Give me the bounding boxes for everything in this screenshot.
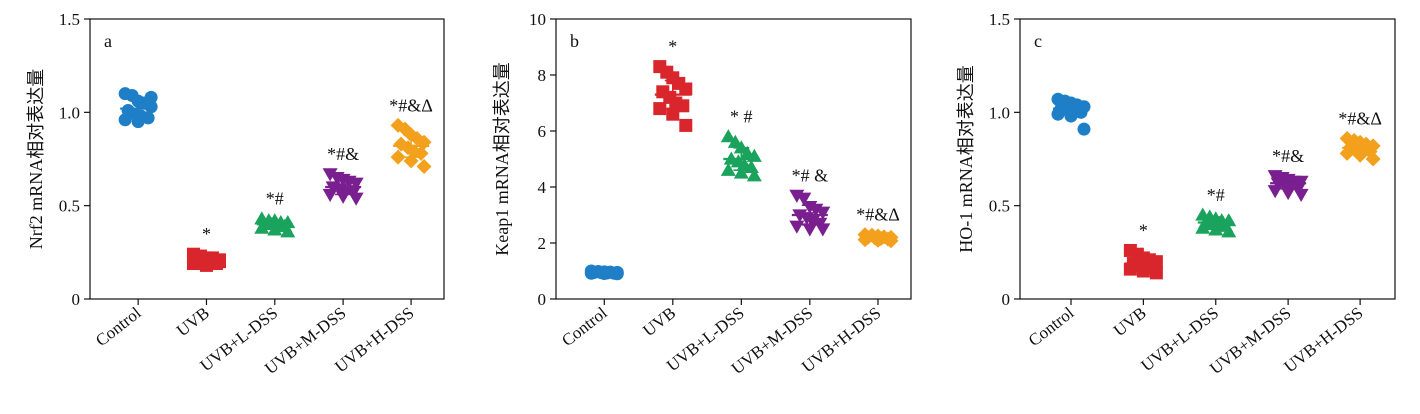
data-point xyxy=(141,111,155,125)
y-tick-label: 2 xyxy=(538,234,547,253)
x-tick-label: UVB xyxy=(173,303,213,340)
plot-frame xyxy=(555,18,912,300)
data-point xyxy=(733,165,749,179)
data-point xyxy=(1077,122,1091,136)
data-point xyxy=(348,192,364,206)
data-point xyxy=(789,220,805,234)
data-point xyxy=(857,232,873,248)
x-tick-label: Control xyxy=(92,303,145,350)
data-point xyxy=(1365,151,1381,167)
data-point xyxy=(1221,224,1237,238)
y-tick-label: 0.5 xyxy=(989,197,1010,216)
plot-frame xyxy=(89,18,445,300)
significance-label: * xyxy=(202,224,211,244)
significance-label: * # xyxy=(730,107,753,127)
y-tick-label: 10 xyxy=(529,10,546,29)
data-point xyxy=(815,206,831,220)
data-point xyxy=(416,158,432,174)
data-point xyxy=(254,220,270,234)
data-point xyxy=(610,267,624,281)
data-point xyxy=(1208,222,1224,236)
data-point xyxy=(679,82,693,96)
data-point xyxy=(1064,109,1078,123)
x-tick-label: UVB+H-DSS xyxy=(1280,303,1366,376)
data-point xyxy=(666,107,680,121)
significance-label: *#&Δ xyxy=(1338,108,1382,128)
data-point xyxy=(802,223,818,237)
panel-label: a xyxy=(104,31,112,51)
y-tick-label: 8 xyxy=(538,66,547,85)
significance-label: * xyxy=(1139,220,1148,240)
data-point xyxy=(267,222,283,236)
data-point xyxy=(322,188,338,202)
x-tick-label: UVB+M-DSS xyxy=(1206,303,1294,378)
y-tick-label: 1.5 xyxy=(59,10,80,29)
panel-label: b xyxy=(570,31,579,51)
data-point xyxy=(144,100,158,114)
data-point xyxy=(815,223,831,237)
y-axis-label: Keap1 mRNA相对表达量 xyxy=(492,62,512,255)
y-axis-label: Nrf2 mRNA相对表达量 xyxy=(26,69,46,250)
significance-label: *#& xyxy=(327,144,359,164)
data-point xyxy=(144,90,158,104)
data-point xyxy=(1195,220,1211,234)
data-point xyxy=(390,149,406,165)
x-tick-label: UVB xyxy=(1110,303,1150,340)
data-point xyxy=(720,162,736,176)
data-point xyxy=(348,177,364,191)
significance-label: *# xyxy=(1207,185,1225,205)
data-point xyxy=(1293,188,1309,202)
data-point xyxy=(796,192,812,206)
plot-frame xyxy=(1019,18,1396,300)
data-point xyxy=(1339,145,1355,161)
x-tick-label: Control xyxy=(558,303,611,350)
significance-label: *#& xyxy=(1272,146,1304,166)
y-tick-label: 0 xyxy=(72,290,81,309)
y-tick-label: 0.5 xyxy=(59,197,80,216)
y-tick-label: 6 xyxy=(538,122,547,141)
y-tick-label: 1.0 xyxy=(59,103,80,122)
significance-label: *# xyxy=(266,189,284,209)
data-point xyxy=(280,224,296,238)
data-point xyxy=(199,258,213,272)
data-point xyxy=(746,168,762,182)
significance-label: * xyxy=(668,37,677,57)
y-tick-label: 4 xyxy=(538,178,547,197)
y-tick-label: 1.0 xyxy=(989,103,1010,122)
data-point xyxy=(1267,185,1283,199)
y-axis-label: HO-1 mRNA相对表达量 xyxy=(956,65,976,253)
data-point xyxy=(1280,186,1296,201)
y-tick-label: 1.5 xyxy=(989,10,1010,29)
panel-label: c xyxy=(1034,31,1042,51)
x-tick-label: UVB xyxy=(639,303,679,340)
x-tick-label: Control xyxy=(1025,303,1078,350)
data-point xyxy=(322,168,338,182)
data-point xyxy=(1136,264,1150,278)
data-point xyxy=(1051,107,1065,121)
data-point xyxy=(653,102,667,116)
significance-label: *# & xyxy=(792,165,829,185)
data-point xyxy=(212,255,226,269)
significance-label: *#&Δ xyxy=(856,205,900,225)
data-point xyxy=(720,129,736,143)
significance-label: *#&Δ xyxy=(389,95,433,115)
data-point xyxy=(679,118,693,132)
data-point xyxy=(1149,266,1163,280)
data-point xyxy=(118,113,132,127)
y-tick-label: 0 xyxy=(538,290,547,309)
data-point xyxy=(1123,262,1137,276)
y-tick-label: 0 xyxy=(1002,290,1011,309)
data-point xyxy=(1352,147,1368,163)
